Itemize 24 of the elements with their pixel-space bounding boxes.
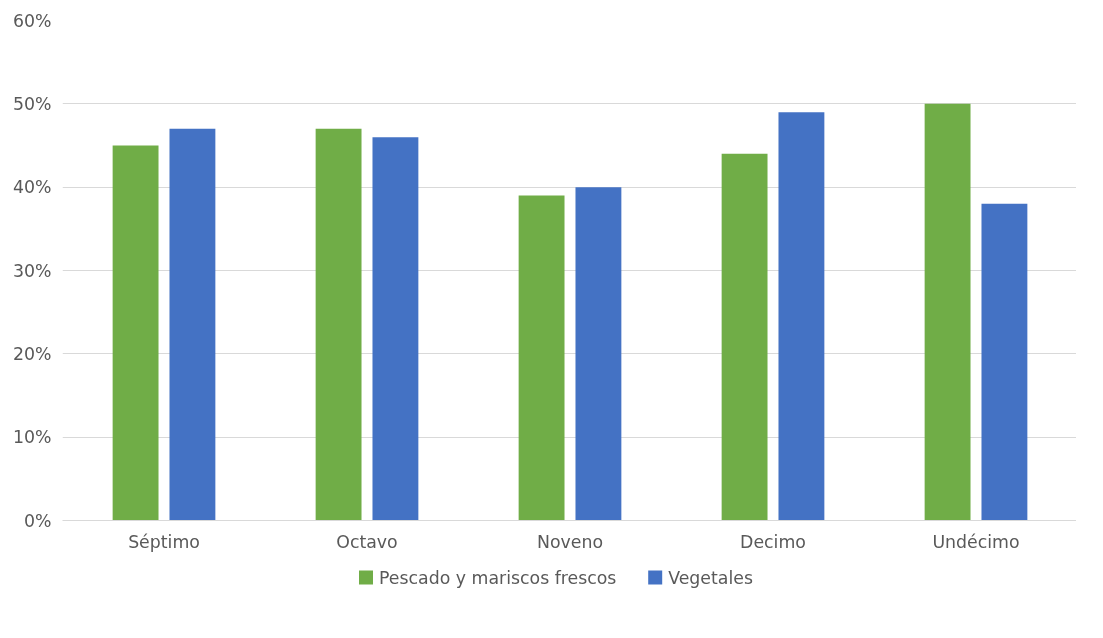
y-tick-label: 30% [12,260,52,281]
y-tick-label: 0% [24,510,52,531]
bar [112,145,159,521]
bar [721,153,768,521]
bar [169,128,216,521]
y-tick-label: 20% [12,343,52,364]
bar [575,187,622,521]
bar [924,103,971,521]
legend-label: Vegetales [668,567,753,588]
x-tick-label: Undécimo [932,531,1020,552]
x-tick-label: Octavo [336,531,398,552]
x-tick-label: Séptimo [128,531,200,552]
y-tick-label: 50% [12,93,52,114]
y-tick-label: 40% [12,177,52,198]
bar [981,203,1028,521]
bar [372,137,419,521]
y-tick-label: 60% [12,10,52,31]
x-tick-label: Noveno [536,531,604,552]
bar [778,112,825,521]
x-tick-label: Decimo [740,531,806,552]
y-tick-label: 10% [12,427,52,448]
bar [518,195,565,521]
bar [315,128,362,521]
legend-label: Pescado y mariscos frescos [379,567,617,588]
